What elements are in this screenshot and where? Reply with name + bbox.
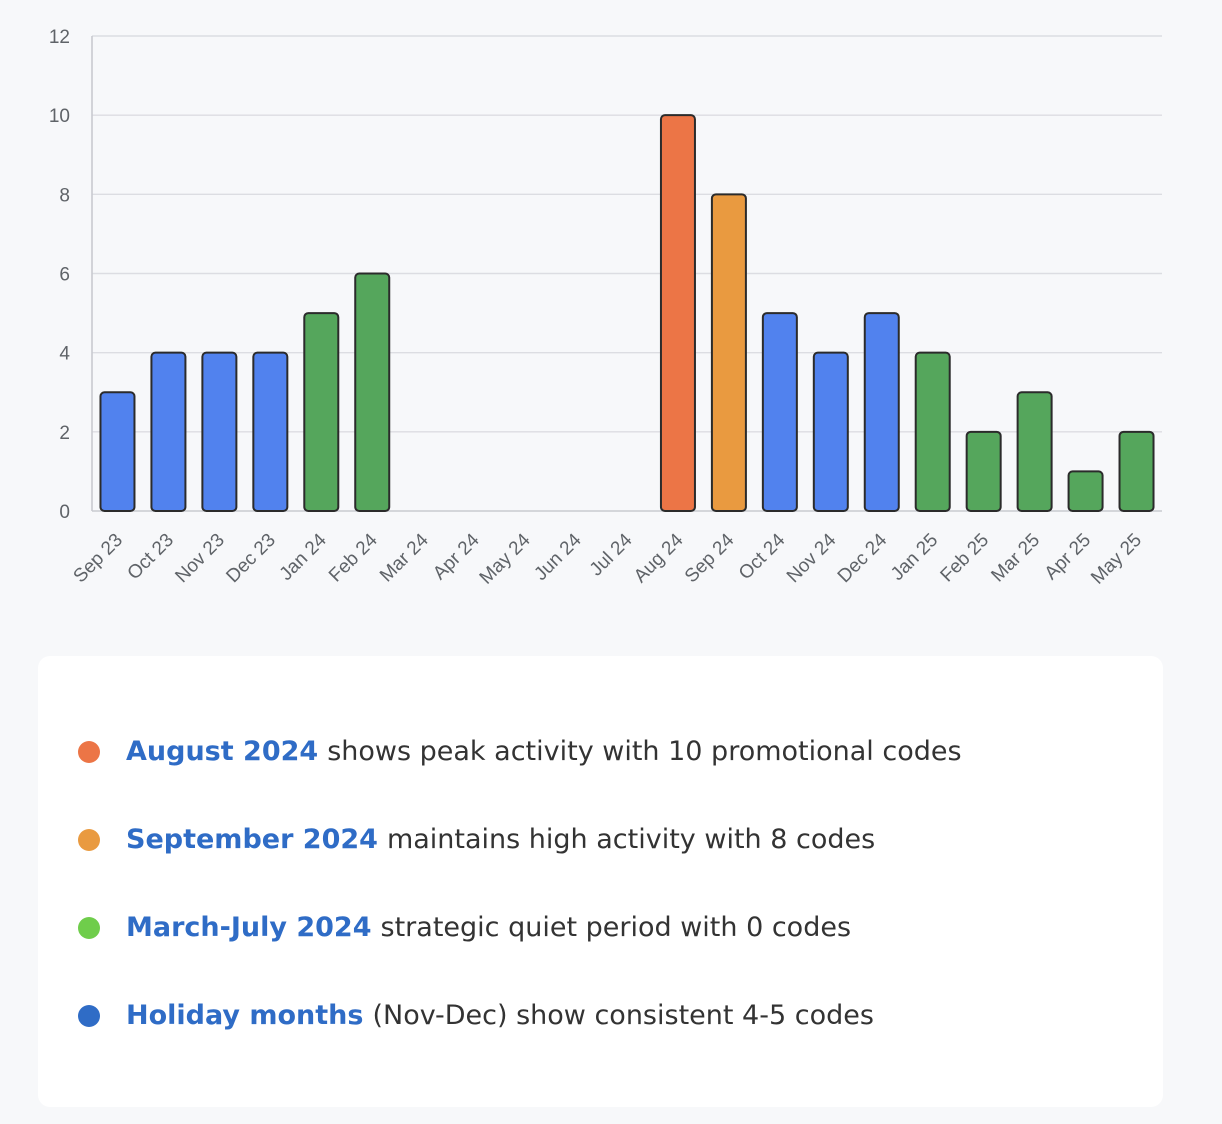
bar <box>150 351 187 512</box>
x-tick-label: Oct 24 <box>735 529 790 584</box>
x-tick-label: Jan 24 <box>276 529 331 584</box>
x-tick-label: Dec 23 <box>222 530 279 587</box>
y-tick-label: 6 <box>59 265 70 286</box>
insight-text: strategic quiet period with 0 codes <box>380 912 852 943</box>
insight-text: shows peak activity with 10 promotional … <box>327 736 962 767</box>
y-axis-ticks: 0 2 4 6 8 10 12 <box>49 27 71 523</box>
x-tick-label: Dec 24 <box>834 529 892 587</box>
bullet-dot <box>78 916 100 939</box>
bar <box>201 351 238 512</box>
y-tick-label: 4 <box>59 344 70 365</box>
bar <box>1118 430 1155 513</box>
bar <box>710 193 747 512</box>
x-tick-label: May 25 <box>1087 530 1146 589</box>
x-tick-label: Oct 23 <box>124 530 178 584</box>
x-tick-label: Nov 24 <box>783 529 841 587</box>
insight-item: September 2024 maintains high activity w… <box>78 824 875 855</box>
x-tick-label: Feb 25 <box>937 530 994 587</box>
bar <box>303 312 340 513</box>
y-tick-label: 2 <box>59 423 70 444</box>
bar <box>914 351 951 512</box>
bar <box>99 391 136 512</box>
insight-item: August 2024 shows peak activity with 10 … <box>78 736 962 767</box>
x-tick-label: Apr 24 <box>429 529 484 584</box>
insight-item: March-July 2024 strategic quiet period w… <box>78 912 851 943</box>
insight-text: maintains high activity with 8 codes <box>386 824 876 855</box>
y-tick-label: 12 <box>49 27 70 48</box>
y-tick-label: 8 <box>59 185 70 206</box>
x-tick-label: Sep 24 <box>681 529 739 587</box>
x-tick-label: Jun 24 <box>530 529 585 584</box>
bar <box>659 114 696 513</box>
x-tick-label: Sep 23 <box>70 530 127 587</box>
bullet-dot <box>78 1004 100 1027</box>
bar <box>863 312 900 513</box>
x-tick-label: Feb 24 <box>325 529 382 586</box>
x-tick-label: Apr 25 <box>1041 530 1095 584</box>
x-tick-label: Jan 25 <box>887 530 942 585</box>
x-tick-label: Mar 24 <box>376 529 433 586</box>
x-tick-label: May 24 <box>476 529 535 588</box>
insights-panel: August 2024 shows peak activity with 10 … <box>38 656 1163 1107</box>
insight-highlight: August 2024 <box>126 736 319 767</box>
bar <box>812 351 849 512</box>
x-tick-label: Aug 24 <box>630 529 688 587</box>
bars <box>99 114 1155 513</box>
y-tick-label: 10 <box>49 106 70 127</box>
insight-item: Holiday months (Nov-Dec) show consistent… <box>78 1000 874 1031</box>
y-tick-label: 0 <box>59 502 70 523</box>
bar <box>1016 391 1053 512</box>
bullet-dot <box>78 740 100 763</box>
insight-text: (Nov-Dec) show consistent 4-5 codes <box>372 1000 874 1031</box>
x-tick-label: Mar 25 <box>987 530 1044 587</box>
bar <box>252 351 289 512</box>
insight-highlight: Holiday months <box>126 1000 364 1031</box>
insight-highlight: March-July 2024 <box>126 912 372 943</box>
bar <box>1067 470 1104 512</box>
bar <box>354 272 391 512</box>
bar <box>761 312 798 513</box>
bullet-dot <box>78 828 100 851</box>
x-tick-label: Nov 23 <box>171 530 228 587</box>
insight-highlight: September 2024 <box>126 824 378 855</box>
bar <box>965 430 1002 513</box>
